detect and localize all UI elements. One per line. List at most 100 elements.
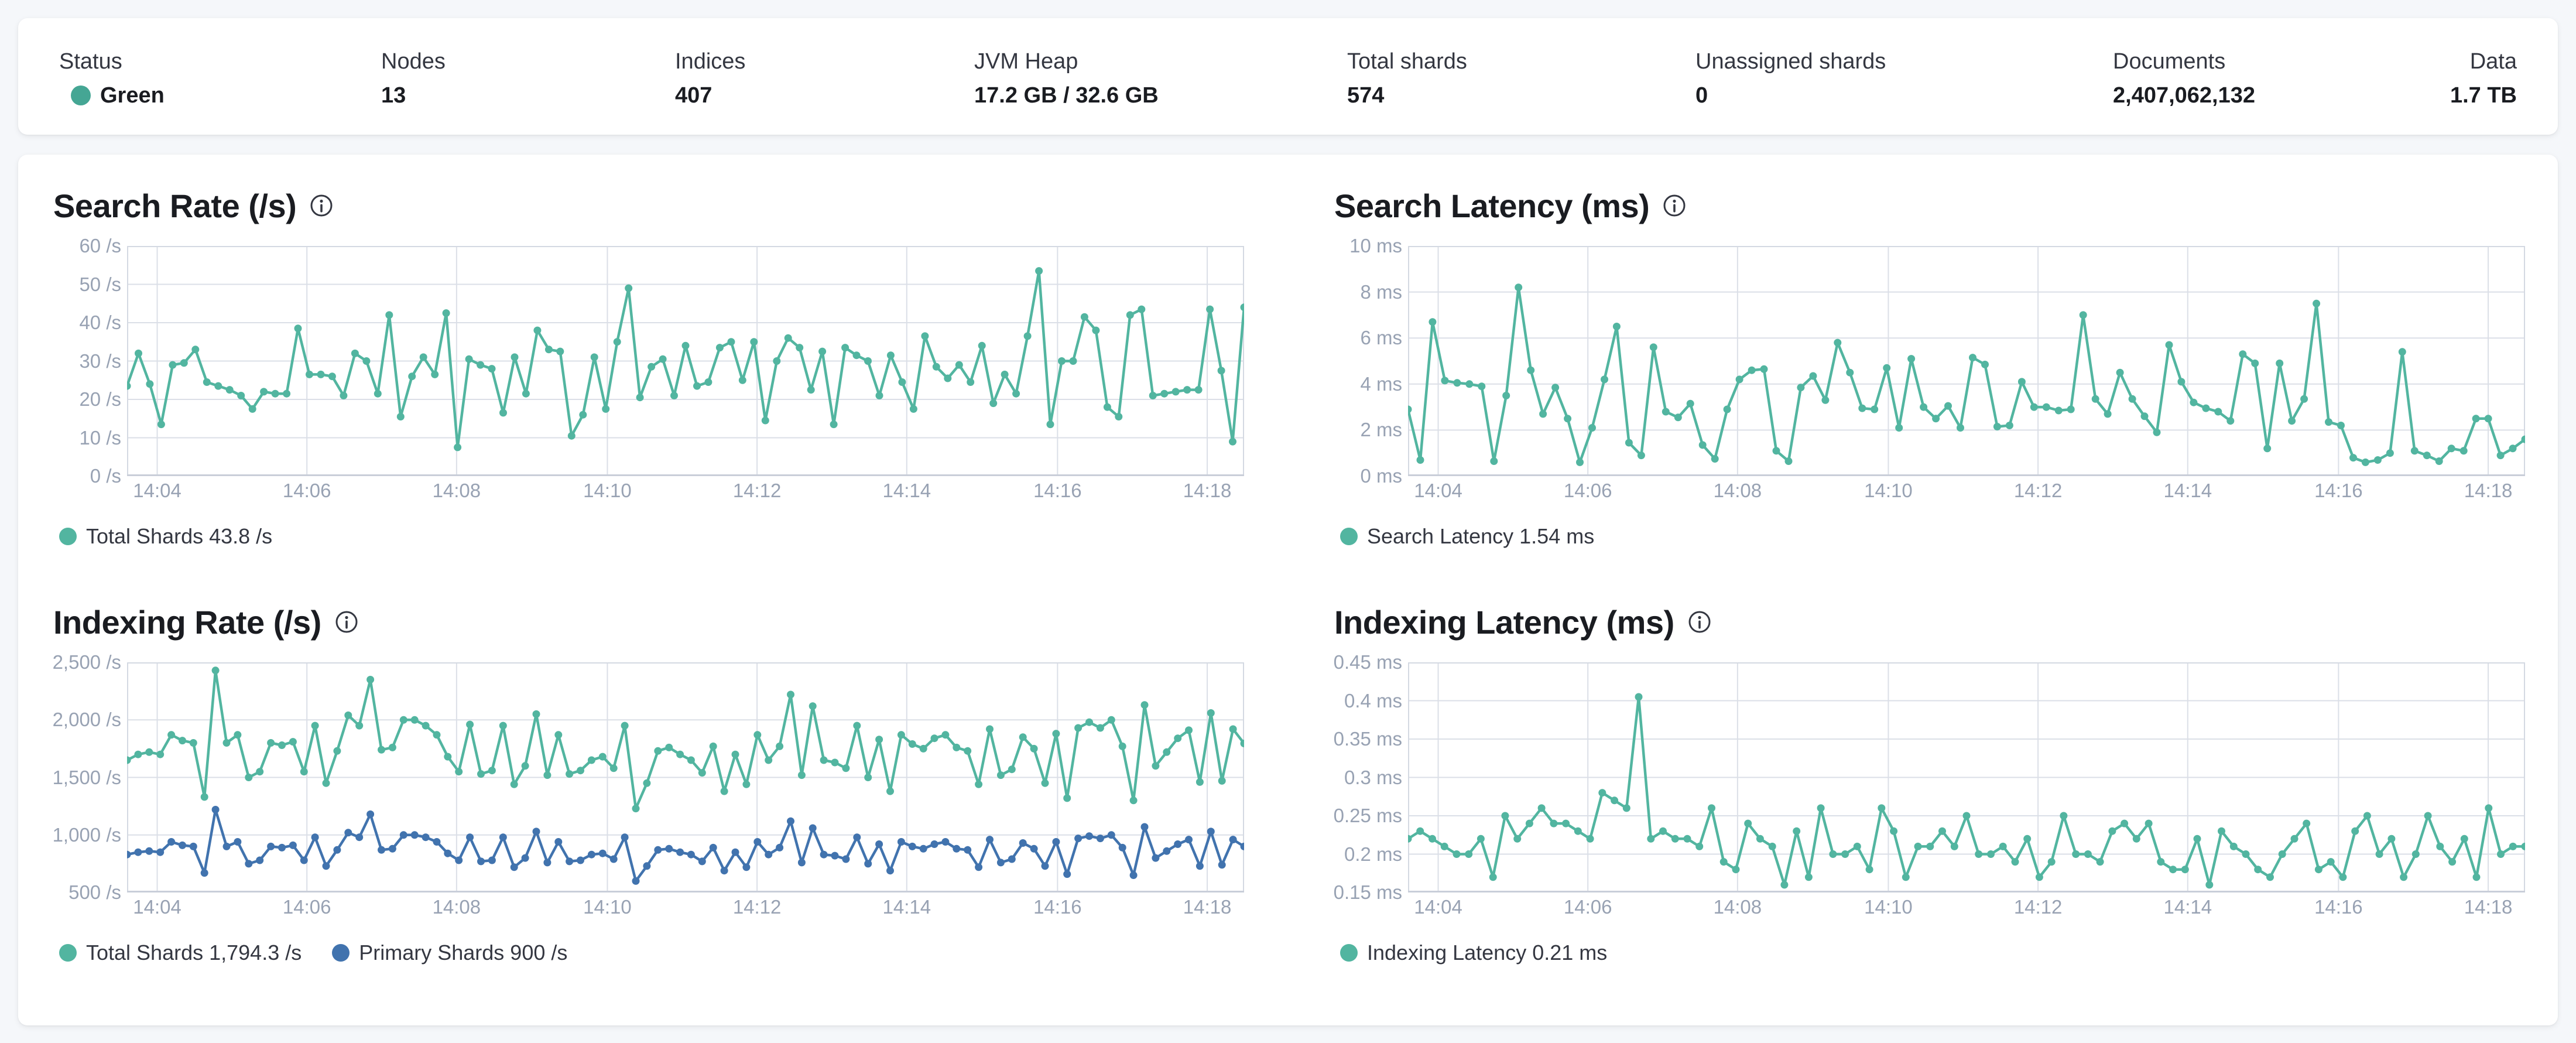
search-latency-plot[interactable]	[1408, 246, 2525, 476]
x-tick-label: 14:16	[2314, 896, 2363, 918]
series-dot-icon	[332, 944, 350, 962]
x-tick-label: 14:10	[1864, 480, 1913, 501]
info-icon[interactable]	[334, 610, 359, 634]
x-tick-label: 14:08	[432, 896, 481, 918]
y-tick-label: 0.4 ms	[1344, 689, 1402, 712]
x-tick-label: 14:16	[2314, 480, 2363, 501]
x-axis: 14:04 14:06 14:08 14:10 14:12 14:14 14:16 14:18	[1408, 896, 2525, 924]
x-tick-label: 14:08	[432, 480, 481, 501]
y-tick-label: 30 /s	[79, 350, 121, 372]
x-tick-label: 14:10	[583, 896, 632, 918]
y-tick-label: 2,500 /s	[52, 651, 121, 673]
legend-item-total-shards: Total Shards 1,794.3 /s	[59, 941, 302, 965]
status-label: Status	[59, 49, 122, 74]
status-item-data: Data 1.7 TB	[2450, 49, 2517, 108]
series-dot-icon	[59, 528, 77, 545]
y-tick-label: 8 ms	[1360, 281, 1402, 303]
info-icon[interactable]	[309, 193, 334, 218]
x-tick-label: 14:18	[2464, 480, 2513, 501]
status-item-jvm-heap: JVM Heap 17.2 GB / 32.6 GB	[974, 49, 1159, 108]
chart-indexing-latency: Indexing Latency (ms) 0.45 ms 0.4 ms 0.35 …	[1332, 601, 2525, 965]
status-item-documents: Documents 2,407,062,132	[2113, 49, 2256, 108]
x-tick-label: 14:16	[1033, 896, 1082, 918]
status-item-total-shards: Total shards 574	[1347, 49, 1467, 108]
chart-title: Search Latency (ms)	[1334, 187, 1650, 224]
x-tick-label: 14:04	[1414, 480, 1462, 501]
x-axis: 14:04 14:06 14:08 14:10 14:12 14:14 14:16 14:18	[127, 480, 1244, 508]
y-axis: 60 /s 50 /s 40 /s 30 /s 20 /s 10 /s 0 /s	[51, 235, 127, 487]
x-tick-label: 14:08	[1713, 896, 1762, 918]
y-tick-label: 500 /s	[68, 881, 121, 903]
status-item-unassigned-shards: Unassigned shards 0	[1695, 49, 1886, 108]
y-axis: 10 ms 8 ms 6 ms 4 ms 2 ms 0 ms	[1332, 235, 1408, 487]
y-tick-label: 40 /s	[79, 312, 121, 333]
x-tick-label: 14:14	[882, 896, 931, 918]
series-dot-icon	[1340, 528, 1358, 545]
search-rate-plot[interactable]	[127, 246, 1244, 476]
series-dot-icon	[1340, 944, 1358, 962]
legend-item-primary-shards: Primary Shards 900 /s	[332, 941, 567, 965]
legend-item-indexing-latency: Indexing Latency 0.21 ms	[1340, 941, 1607, 965]
info-icon[interactable]	[1687, 610, 1712, 634]
x-tick-label: 14:14	[2163, 480, 2212, 501]
y-tick-label: 6 ms	[1360, 327, 1402, 349]
x-tick-label: 14:12	[2013, 480, 2063, 501]
y-tick-label: 0 /s	[90, 465, 121, 487]
y-tick-label: 0.35 ms	[1333, 728, 1402, 750]
indexing-rate-plot[interactable]	[127, 662, 1244, 892]
x-tick-label: 14:14	[882, 480, 931, 501]
y-tick-label: 2,000 /s	[52, 709, 121, 731]
status-value: Green	[100, 83, 165, 108]
metrics-panel: Search Rate (/s) 60 /s 50 /s 40 /s 30 /s 20 …	[18, 155, 2558, 1025]
x-tick-label: 14:12	[732, 480, 782, 501]
y-tick-label: 1,500 /s	[52, 766, 121, 788]
x-tick-label: 14:10	[583, 480, 632, 501]
x-tick-label: 14:06	[282, 480, 331, 501]
x-axis: 14:04 14:06 14:08 14:10 14:12 14:14 14:16 14:18	[127, 896, 1244, 924]
y-tick-label: 60 /s	[79, 235, 121, 257]
x-tick-label: 14:06	[1563, 480, 1612, 501]
x-tick-label: 14:12	[732, 896, 782, 918]
x-axis: 14:04 14:06 14:08 14:10 14:12 14:14 14:16 14:18	[1408, 480, 2525, 508]
y-tick-label: 50 /s	[79, 273, 121, 295]
y-tick-label: 0.45 ms	[1333, 651, 1402, 673]
y-tick-label: 0 ms	[1360, 465, 1402, 487]
y-tick-label: 0.25 ms	[1333, 805, 1402, 826]
x-tick-label: 14:14	[2163, 896, 2212, 918]
indexing-latency-plot[interactable]	[1408, 662, 2525, 892]
x-tick-label: 14:04	[1414, 896, 1462, 918]
chart-title: Indexing Latency (ms)	[1334, 603, 1674, 641]
status-item-indices: Indices 407	[675, 49, 746, 108]
y-tick-label: 0.3 ms	[1344, 766, 1402, 788]
x-tick-label: 14:06	[282, 896, 331, 918]
legend-item-search-latency: Search Latency 1.54 ms	[1340, 524, 1594, 549]
y-axis: 0.45 ms 0.4 ms 0.35 ms 0.3 ms 0.25 ms 0.2 ms 0…	[1332, 651, 1408, 903]
x-tick-label: 14:18	[2464, 896, 2513, 918]
x-tick-label: 14:04	[133, 480, 181, 501]
y-tick-label: 20 /s	[79, 388, 121, 410]
chart-indexing-rate: Indexing Rate (/s) 2,500 /s 2,000 /s 1,500…	[51, 601, 1244, 965]
x-tick-label: 14:08	[1713, 480, 1762, 501]
status-item-health: Status Green	[59, 49, 165, 108]
status-item-nodes: Nodes 13	[381, 49, 446, 108]
x-tick-label: 14:10	[1864, 896, 1913, 918]
chart-title: Indexing Rate (/s)	[53, 603, 321, 641]
y-axis: 2,500 /s 2,000 /s 1,500 /s 1,000 /s 500 /s	[51, 651, 127, 903]
x-tick-label: 14:06	[1563, 896, 1612, 918]
x-tick-label: 14:12	[2013, 896, 2063, 918]
chart-title: Search Rate (/s)	[53, 187, 297, 224]
y-tick-label: 2 ms	[1360, 419, 1402, 441]
health-green-dot-icon	[71, 86, 91, 105]
chart-search-latency: Search Latency (ms) 10 ms 8 ms 6 ms 4 ms 2 m…	[1332, 185, 2525, 549]
y-tick-label: 1,000 /s	[52, 823, 121, 846]
x-tick-label: 14:04	[133, 896, 181, 918]
y-tick-label: 10 /s	[79, 426, 121, 449]
x-tick-label: 14:18	[1183, 896, 1232, 918]
x-tick-label: 14:16	[1033, 480, 1082, 501]
y-tick-label: 10 ms	[1349, 235, 1402, 257]
x-tick-label: 14:18	[1183, 480, 1232, 501]
y-tick-label: 4 ms	[1360, 372, 1402, 395]
info-icon[interactable]	[1662, 193, 1687, 218]
y-tick-label: 0.15 ms	[1333, 881, 1402, 903]
